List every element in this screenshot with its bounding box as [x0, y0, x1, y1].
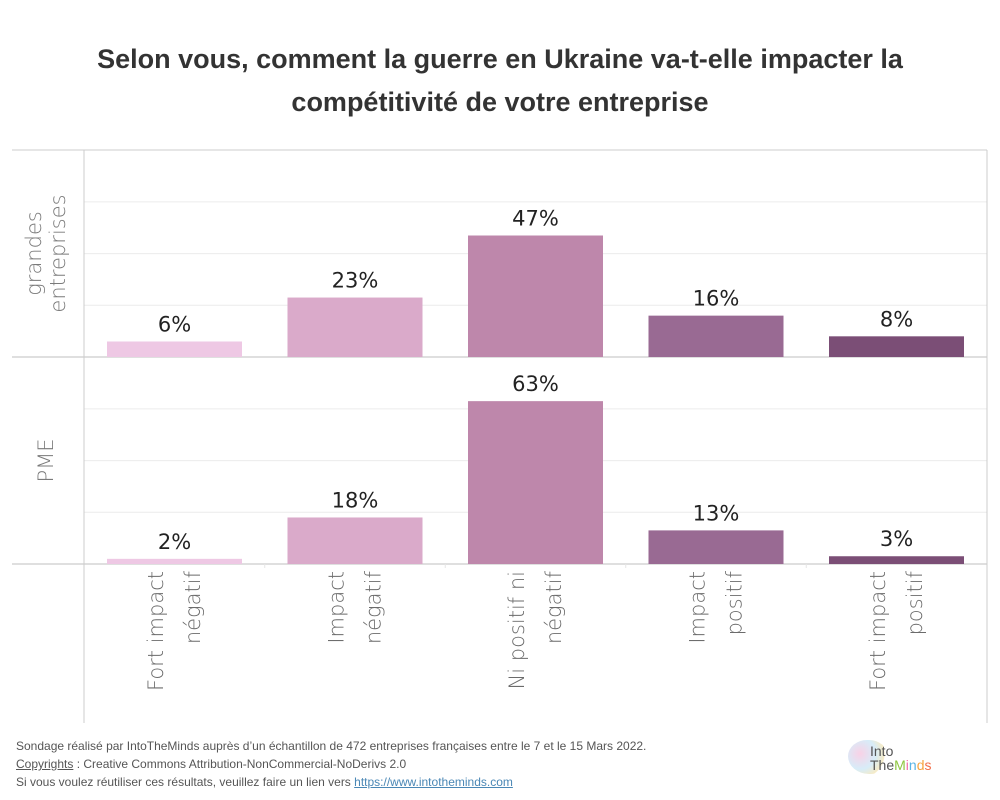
category-label: Fort impact: [144, 571, 168, 691]
footer-survey-note: Sondage réalisé par IntoTheMinds auprès …: [16, 739, 647, 753]
category-label: Ni positif ni: [505, 571, 529, 689]
brain-logo-icon: [848, 740, 888, 774]
bar[interactable]: [468, 401, 603, 564]
reuse-text: Si vous voulez réutiliser ces résultats,…: [16, 775, 355, 789]
bar-chart: grandes entreprises PME 6% 23% 47% 16% 8% 2% 18% 6…: [12, 149, 988, 723]
bar[interactable]: [829, 336, 964, 357]
value-label: 18%: [332, 488, 379, 512]
chart-title-line-2: compétitivité de votre entreprise: [291, 87, 709, 117]
copyright-link[interactable]: Copyrights: [16, 757, 74, 771]
value-label: 2%: [158, 530, 191, 554]
value-label: 8%: [880, 307, 913, 331]
footer-copyright-line: Copyrights : Creative Commons Attributio…: [16, 755, 646, 773]
logo-letter: M: [894, 757, 906, 773]
logo-letter: d: [916, 757, 925, 773]
value-label: 3%: [880, 527, 913, 551]
category-label: positif: [723, 570, 747, 635]
bar[interactable]: [648, 530, 784, 564]
value-label: 16%: [693, 287, 740, 311]
bar[interactable]: [468, 235, 603, 357]
bar[interactable]: [107, 558, 242, 564]
panel-label: entreprises: [46, 194, 70, 312]
bar[interactable]: [287, 297, 423, 357]
chart-title-line-1: Selon vous, comment la guerre en Ukraine…: [97, 44, 903, 74]
value-label: 23%: [332, 269, 379, 293]
bar[interactable]: [648, 315, 784, 357]
value-label: 47%: [512, 207, 559, 231]
category-label: Fort impact: [866, 571, 890, 691]
logo-wordmark: Into TheMinds: [870, 744, 932, 772]
category-label: Impact: [686, 571, 710, 644]
logo-word-theminds: TheMinds: [870, 758, 932, 772]
bar[interactable]: [107, 341, 242, 357]
category-label: positif: [903, 570, 927, 635]
intotheminds-logo: Into TheMinds: [848, 738, 958, 782]
category-label: Impact: [325, 571, 349, 644]
category-label: négatif: [181, 570, 205, 644]
logo-word-the: The: [870, 757, 895, 773]
category-label: négatif: [542, 570, 566, 644]
logo-letter: i: [905, 757, 909, 773]
value-label: 6%: [158, 312, 191, 336]
bar[interactable]: [287, 517, 423, 564]
copyright-text: : Creative Commons Attribution-NonCommer…: [73, 757, 407, 771]
bar[interactable]: [829, 556, 964, 564]
logo-word-into: Into: [870, 743, 894, 759]
logo-letter: s: [924, 757, 932, 773]
footer-reuse-line: Si vous voulez réutiliser ces résultats,…: [16, 773, 646, 791]
chart-title: Selon vous, comment la guerre en Ukraine…: [0, 38, 1000, 124]
panel-label: grandes: [22, 211, 46, 296]
value-label: 13%: [693, 501, 740, 525]
website-link[interactable]: https://www.intotheminds.com: [354, 775, 513, 789]
category-label: négatif: [362, 570, 386, 644]
value-label: 63%: [512, 372, 559, 396]
panel-label: PME: [34, 438, 58, 482]
footer: Sondage réalisé par IntoTheMinds auprès …: [16, 737, 646, 791]
logo-letter: n: [908, 757, 917, 773]
